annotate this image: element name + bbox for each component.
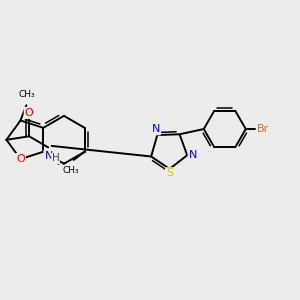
Text: H: H	[52, 154, 59, 164]
Text: S: S	[166, 168, 173, 178]
Text: O: O	[25, 108, 34, 118]
Text: N: N	[44, 151, 53, 160]
Text: CH₃: CH₃	[18, 90, 34, 99]
Text: N: N	[152, 124, 160, 134]
Text: N: N	[189, 150, 197, 160]
Text: CH₃: CH₃	[63, 166, 80, 175]
Text: O: O	[16, 154, 25, 164]
Text: Br: Br	[257, 124, 269, 134]
